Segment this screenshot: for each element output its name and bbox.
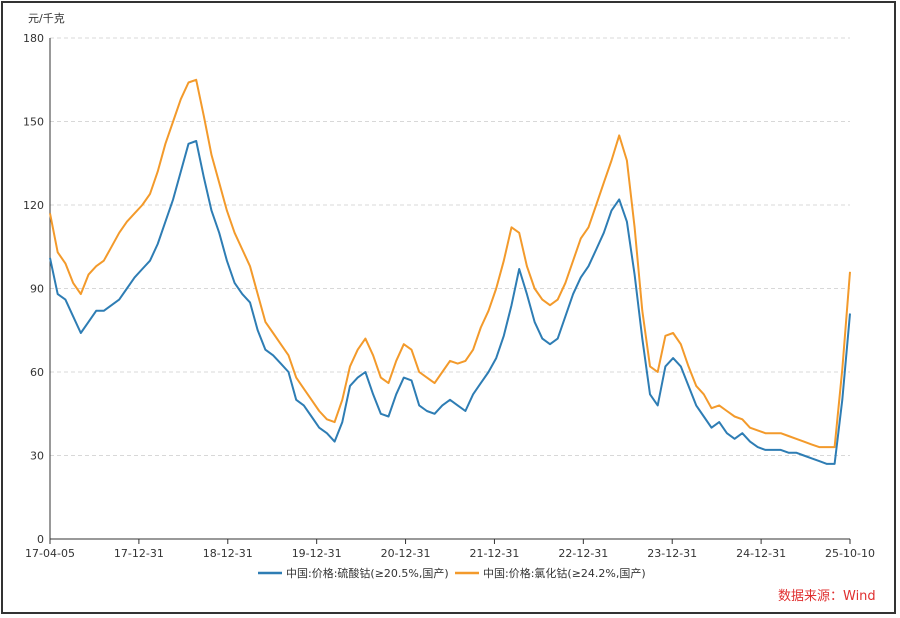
- x-tick-label: 19-12-31: [292, 547, 342, 560]
- series-lines: [49, 78, 851, 465]
- x-tick-label: 24-12-31: [736, 547, 786, 560]
- y-tick-label: 30: [30, 450, 44, 463]
- y-tick-labels: 0 30 60 90 120 150 180: [23, 32, 44, 546]
- y-axis-unit-label: 元/千克: [28, 12, 65, 25]
- legend: 中国:价格:硫酸钴(≥20.5%,国产) 中国:价格:氯化钴(≥24.2%,国产…: [258, 566, 646, 580]
- legend-label-series1: 中国:价格:硫酸钴(≥20.5%,国产): [286, 566, 449, 580]
- x-tick-label: 18-12-31: [203, 547, 253, 560]
- y-tick-label: 0: [37, 533, 44, 546]
- x-tick-label: 17-12-31: [114, 547, 164, 560]
- y-tick-label: 180: [23, 32, 44, 45]
- x-tick-label: 23-12-31: [647, 547, 697, 560]
- y-tick-label: 60: [30, 366, 44, 379]
- x-tick-label: 17-04-05: [25, 547, 75, 560]
- legend-label-series2: 中国:价格:氯化钴(≥24.2%,国产): [483, 566, 646, 580]
- x-tick-label: 25-10-10: [825, 547, 875, 560]
- x-tick-labels: 17-04-05 17-12-31 18-12-31 19-12-31 20-12-31…: [25, 547, 875, 560]
- grid-lines: [50, 37, 850, 456]
- series-line-2: [49, 78, 851, 449]
- x-tick-label: 21-12-31: [469, 547, 519, 560]
- x-tick-label: 22-12-31: [558, 547, 608, 560]
- x-tick-label: 20-12-31: [381, 547, 431, 560]
- axes: [49, 38, 851, 544]
- y-tick-label: 90: [30, 283, 44, 296]
- data-source-label: 数据来源：Wind: [778, 589, 876, 604]
- y-tick-label: 150: [23, 116, 44, 129]
- y-tick-label: 120: [23, 199, 44, 212]
- series-line-1: [49, 140, 851, 465]
